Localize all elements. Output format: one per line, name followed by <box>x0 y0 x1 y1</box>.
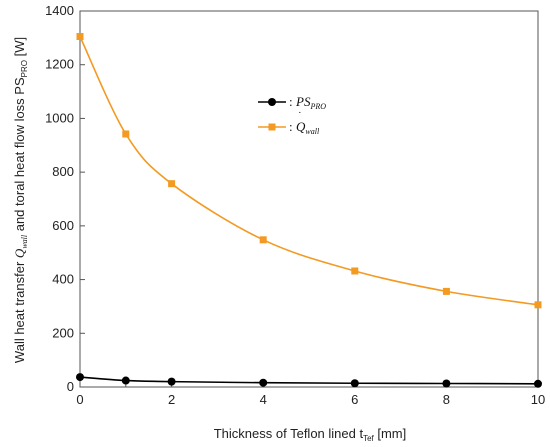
plot-frame <box>79 10 539 388</box>
data-point <box>121 376 130 385</box>
y-tick-label: 1400 <box>45 3 74 18</box>
x-tick-label: 8 <box>443 392 450 407</box>
legend: : PSPRO : ˙ Qwall <box>258 94 326 136</box>
data-point <box>76 33 84 41</box>
x-tick-label: 10 <box>531 392 545 407</box>
data-point <box>259 378 268 387</box>
x-tick-label: 4 <box>260 392 267 407</box>
legend-q-dot: ˙ <box>298 110 302 122</box>
data-point <box>122 130 130 138</box>
data-point <box>442 379 451 388</box>
plot-area <box>79 10 539 388</box>
data-point <box>168 180 176 188</box>
y-tick-label: 0 <box>67 379 74 394</box>
data-point <box>351 267 359 275</box>
x-tick-label: 2 <box>168 392 175 407</box>
y-axis-title: Wall heat transfer Qwall and toral heat … <box>12 37 29 363</box>
legend-marker-q-wall <box>268 123 276 131</box>
legend-label-ps-pro: PSPRO <box>295 94 326 111</box>
y-tick-label: 800 <box>52 164 74 179</box>
series-line-1 <box>79 36 539 306</box>
y-tick-label: 1200 <box>45 57 74 72</box>
data-point <box>76 373 84 382</box>
series-layer <box>76 33 542 388</box>
legend-marker-ps-pro <box>268 98 276 106</box>
data-point <box>167 377 176 386</box>
x-axis-title: Thickness of Teflon lined tTef [mm] <box>214 426 407 443</box>
y-tick-label: 600 <box>52 218 74 233</box>
x-tick-label: 6 <box>351 392 358 407</box>
y-tick-label: 200 <box>52 325 74 340</box>
data-point <box>442 287 450 295</box>
data-point <box>534 379 542 388</box>
x-tick-label: 0 <box>76 392 83 407</box>
data-point <box>350 379 359 388</box>
legend-colon-q-wall: : <box>289 119 293 134</box>
data-point <box>534 301 542 309</box>
series-line-0 <box>79 376 539 385</box>
legend-colon-ps-pro: : <box>289 94 293 109</box>
legend-label-q-wall: Qwall <box>296 119 320 136</box>
y-tick-label: 400 <box>52 272 74 287</box>
axes: 0 200 400 600 800 1000 1200 1400 0 2 4 6 8 10 <box>45 3 545 407</box>
y-tick-label: 1000 <box>45 110 74 125</box>
data-point <box>259 236 267 244</box>
